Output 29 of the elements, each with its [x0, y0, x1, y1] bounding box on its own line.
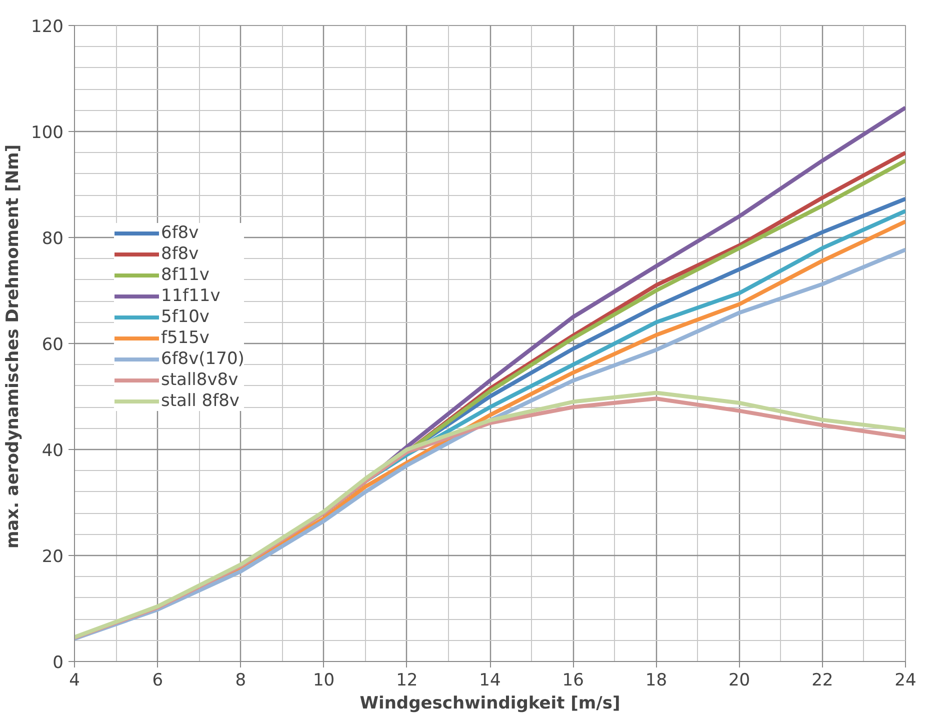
- y-axis-title: max. aerodynamisches Drehmoment [Nm]: [3, 144, 24, 549]
- y-tick-label: 100: [31, 123, 64, 143]
- x-tick-label: 8: [235, 670, 246, 690]
- x-tick-label: 18: [645, 670, 668, 690]
- x-tick-label: 4: [69, 670, 80, 690]
- legend-label: stall 8f8v: [161, 391, 240, 411]
- y-tick-label: 80: [42, 229, 64, 249]
- x-tick-label: 24: [894, 670, 916, 690]
- x-tick-label: 12: [396, 670, 418, 690]
- legend-label: 6f8v(170): [161, 349, 244, 369]
- y-tick-label: 40: [42, 441, 64, 461]
- y-tick-label: 0: [52, 653, 64, 673]
- legend-label: 5f10v: [161, 307, 210, 327]
- y-tick-label: 120: [31, 17, 64, 37]
- legend-label: f515v: [161, 328, 210, 348]
- x-tick-label: 14: [479, 670, 501, 690]
- x-tick-label: 16: [562, 670, 584, 690]
- y-tick-label: 20: [42, 547, 64, 567]
- legend-label: stall8v8v: [161, 370, 238, 390]
- legend-label: 8f8v: [161, 244, 199, 264]
- legend-label: 8f11v: [161, 265, 210, 285]
- x-axis-title: Windgeschwindigkeit [m/s]: [360, 694, 620, 714]
- legend-label: 11f11v: [161, 286, 220, 306]
- x-tick-label: 20: [728, 670, 750, 690]
- legend-label: 6f8v: [161, 223, 199, 243]
- x-tick-label: 6: [152, 670, 164, 690]
- x-tick-label: 22: [812, 670, 834, 690]
- x-tick-label: 10: [312, 670, 335, 690]
- y-tick-label: 60: [42, 335, 64, 355]
